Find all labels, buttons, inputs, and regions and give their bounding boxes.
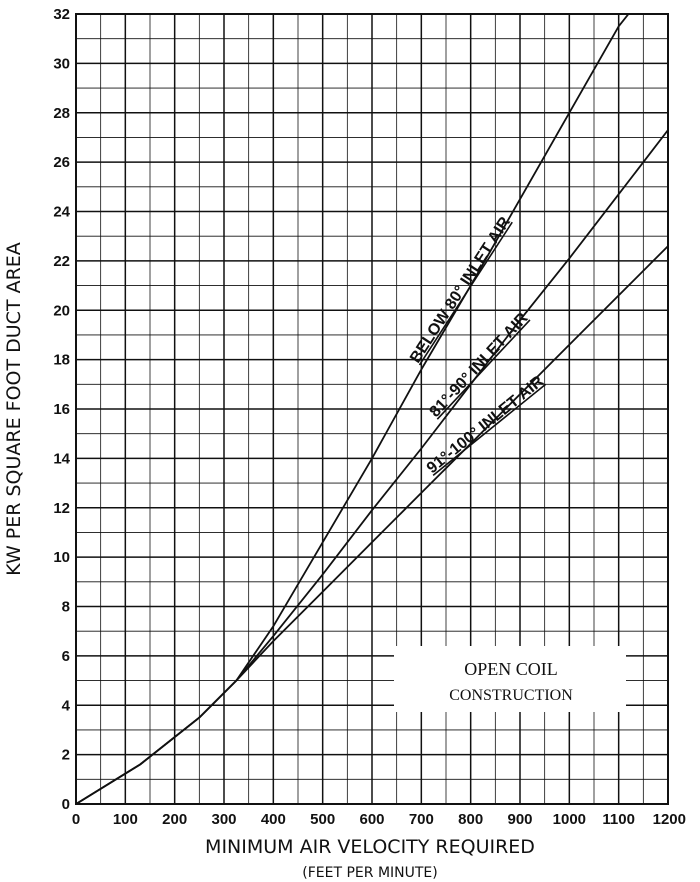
x-tick-label: 900: [507, 811, 532, 828]
x-tick-label: 300: [211, 811, 236, 828]
annotation-line-1: OPEN COIL: [464, 659, 558, 679]
y-tick-label: 28: [53, 105, 70, 122]
y-tick-label: 4: [62, 697, 71, 714]
x-tick-label: 800: [458, 811, 483, 828]
y-tick-label: 10: [53, 549, 70, 566]
y-tick-label: 12: [53, 500, 70, 517]
x-tick-label: 0: [72, 811, 80, 828]
y-tick-label: 0: [62, 796, 70, 813]
series-line-3: [76, 245, 668, 804]
x-axis-title: MINIMUM AIR VELOCITY REQUIRED: [205, 836, 535, 858]
y-tick-label: 20: [53, 302, 70, 319]
y-tick-label: 24: [53, 204, 70, 221]
x-tick-label: 1100: [602, 811, 635, 828]
plot-frame: [75, 13, 669, 805]
y-tick-label: 8: [62, 599, 70, 616]
y-tick-label: 26: [53, 154, 70, 171]
x-tick-labels: 0 100 200 300 400 500 600 700 800 900 1000 1100 1200: [72, 811, 686, 828]
y-tick-label: 22: [53, 253, 70, 270]
x-tick-label: 600: [359, 811, 384, 828]
y-tick-label: 2: [62, 747, 70, 764]
series-label-3: 91°-100° INLET AIR: [424, 373, 547, 478]
x-tick-label: 1000: [553, 811, 586, 828]
x-tick-label: 100: [113, 811, 138, 828]
x-axis-subtitle: (FEET PER MINUTE): [302, 865, 437, 881]
y-tick-label: 6: [62, 648, 70, 665]
y-tick-label: 14: [53, 450, 70, 467]
y-tick-label: 30: [53, 55, 70, 72]
x-tick-label: 200: [162, 811, 187, 828]
y-axis-title: KW PER SQUARE FOOT DUCT AREA: [3, 242, 25, 576]
series-lines: [76, 14, 668, 804]
y-tick-label: 18: [53, 352, 70, 369]
x-tick-label: 1200: [653, 811, 686, 828]
x-tick-label: 700: [409, 811, 434, 828]
annotation-box: OPEN COIL CONSTRUCTION: [394, 646, 626, 712]
annotation-line-2: CONSTRUCTION: [449, 687, 573, 704]
x-tick-label: 400: [261, 811, 286, 828]
y-tick-label: 16: [53, 401, 70, 418]
y-tick-label: 32: [53, 6, 70, 23]
x-tick-label: 500: [310, 811, 335, 828]
